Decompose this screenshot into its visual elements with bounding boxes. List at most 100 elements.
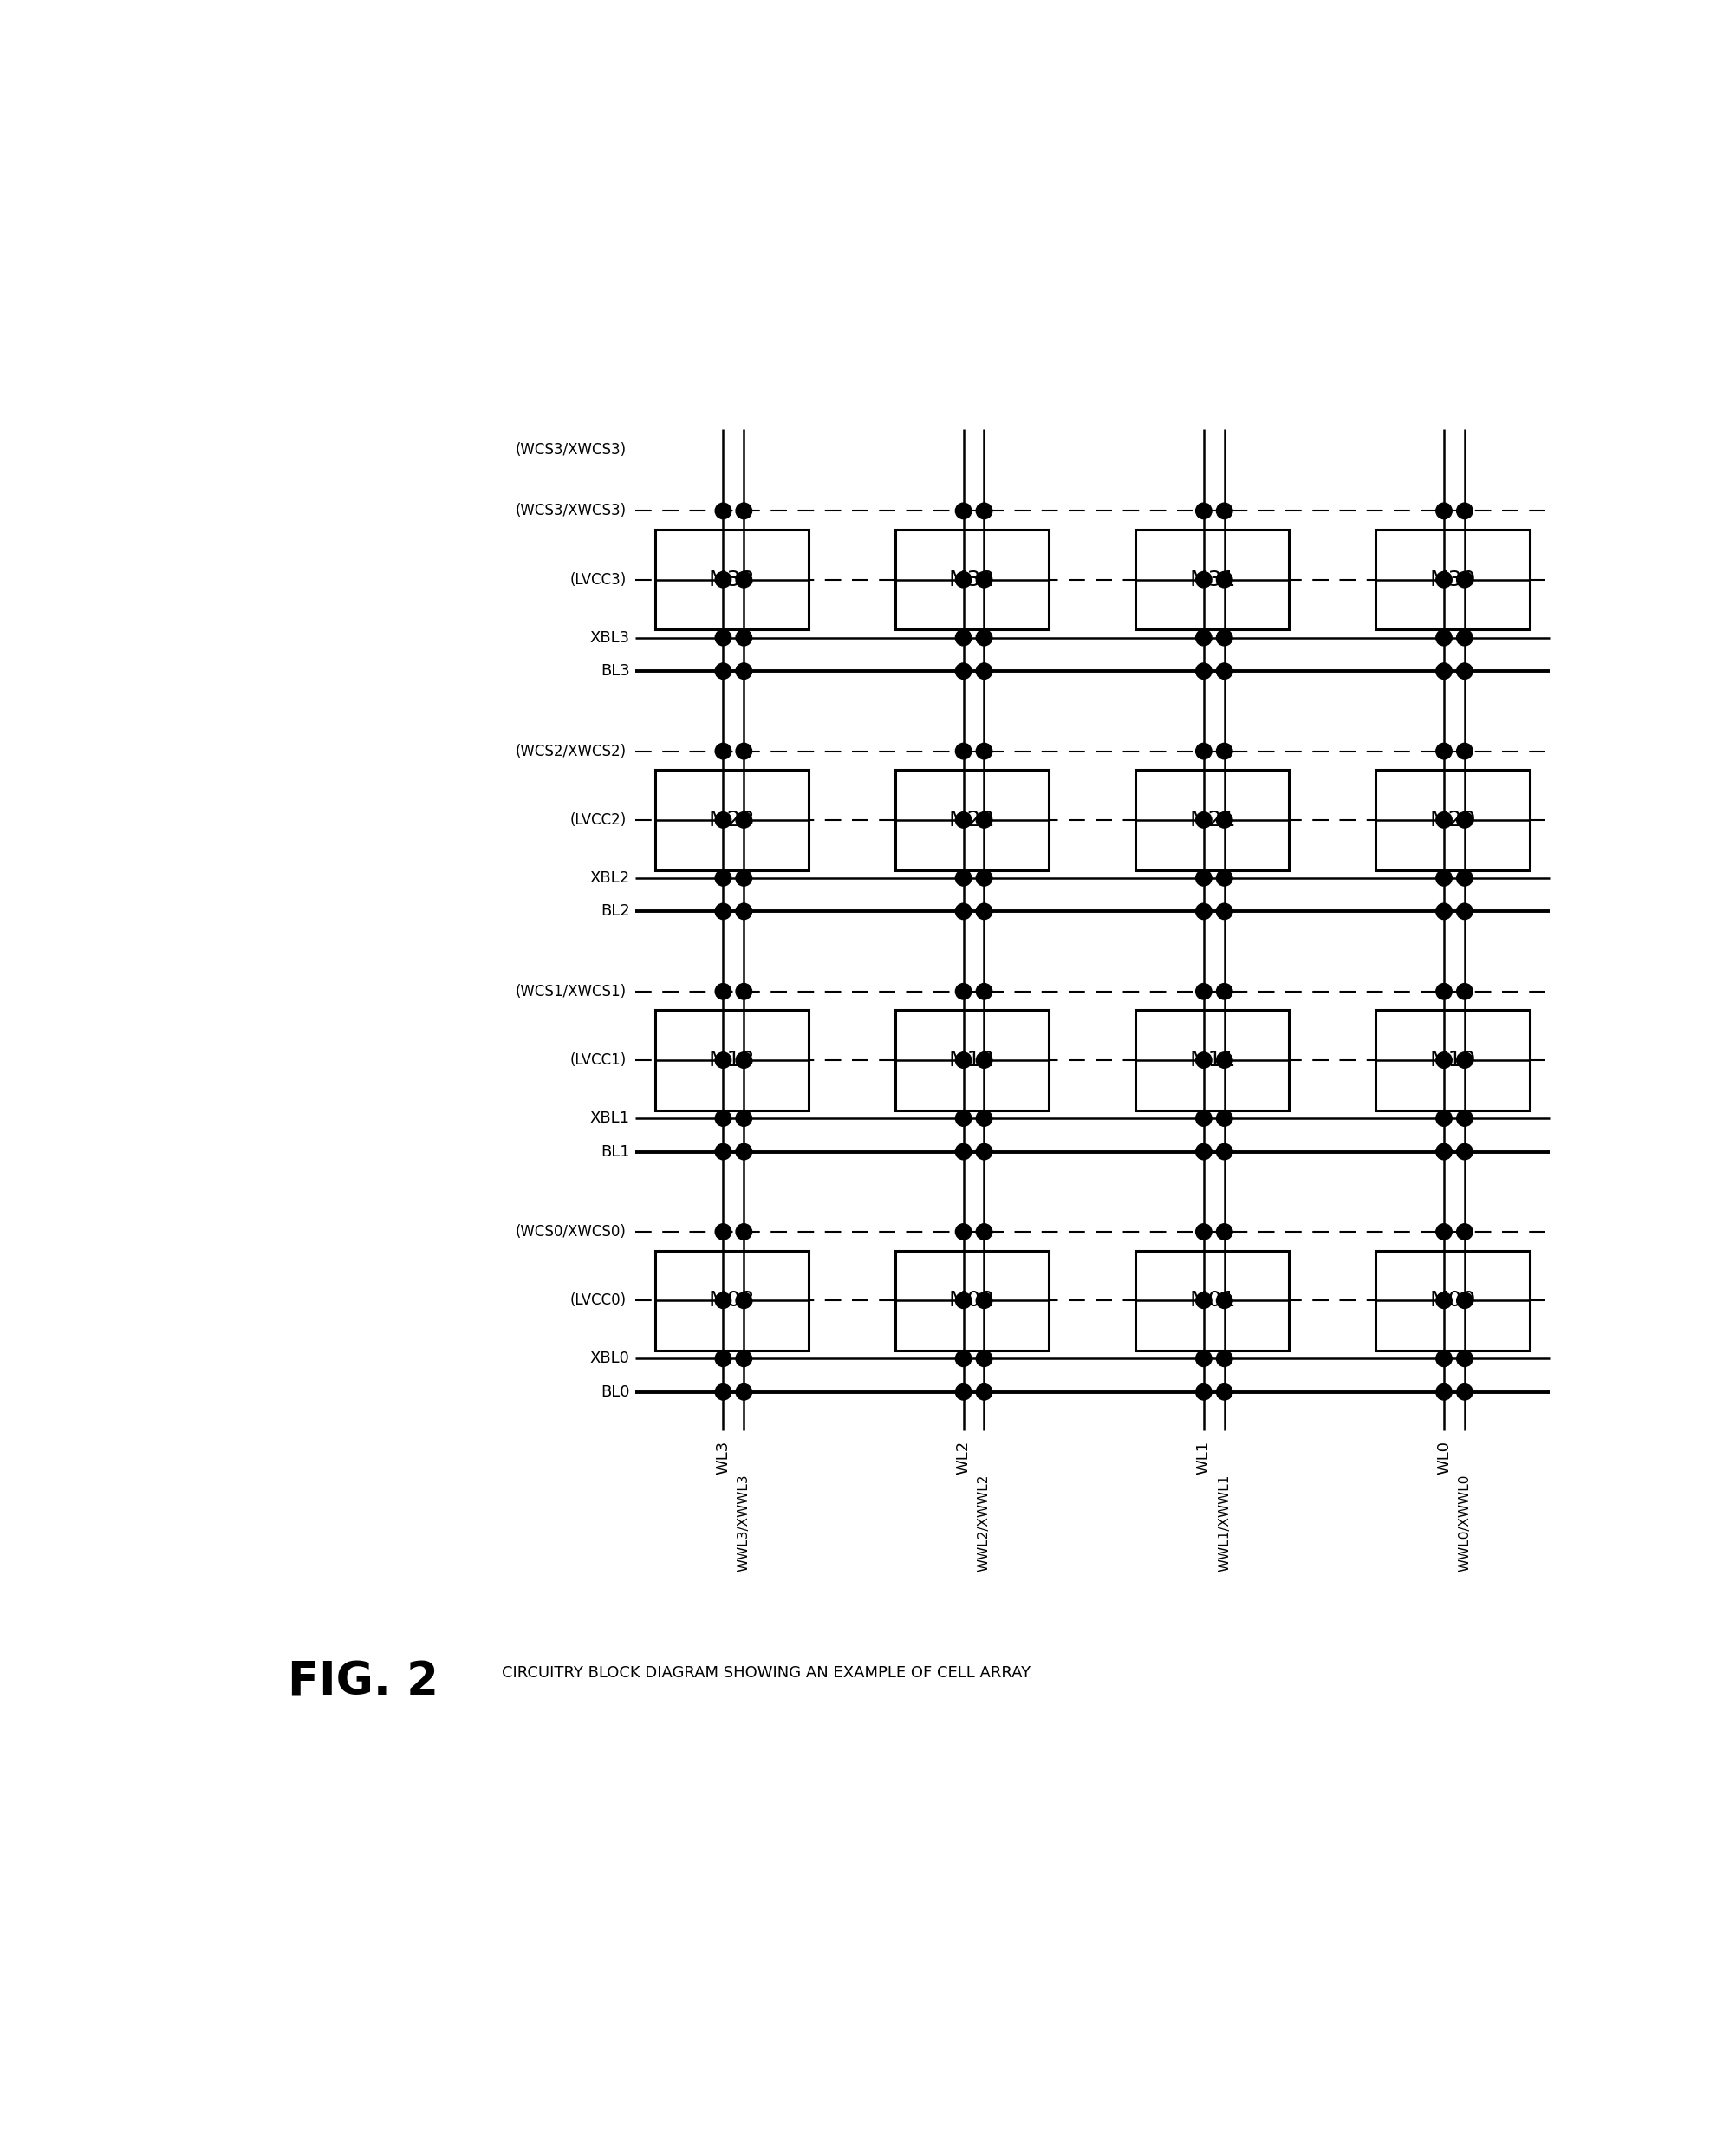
Text: WWL0/XWWL0: WWL0/XWWL0 xyxy=(1458,1474,1470,1571)
Circle shape xyxy=(1217,571,1233,588)
Text: BL2: BL2 xyxy=(601,903,630,920)
Circle shape xyxy=(715,629,731,646)
Circle shape xyxy=(976,812,993,828)
Circle shape xyxy=(1217,903,1233,920)
Text: XBL2: XBL2 xyxy=(590,871,630,886)
Circle shape xyxy=(955,903,972,920)
Text: M13: M13 xyxy=(708,1049,755,1071)
Circle shape xyxy=(1457,629,1472,646)
Text: M11: M11 xyxy=(1189,1049,1236,1071)
Circle shape xyxy=(1457,1110,1472,1127)
Bar xyxy=(896,769,1049,871)
Circle shape xyxy=(715,903,731,920)
Circle shape xyxy=(715,1384,731,1401)
Bar xyxy=(1135,1250,1290,1351)
Text: WL2: WL2 xyxy=(955,1442,970,1474)
Circle shape xyxy=(736,1052,752,1069)
Circle shape xyxy=(736,502,752,519)
Text: BL1: BL1 xyxy=(601,1144,630,1159)
Circle shape xyxy=(715,1293,731,1308)
Circle shape xyxy=(1196,502,1212,519)
Text: FIG. 2: FIG. 2 xyxy=(288,1659,439,1705)
Bar xyxy=(654,1250,809,1351)
Circle shape xyxy=(955,1110,972,1127)
Bar xyxy=(1377,530,1529,629)
Text: M31: M31 xyxy=(1189,569,1236,590)
Circle shape xyxy=(736,812,752,828)
Circle shape xyxy=(1436,1052,1451,1069)
Bar xyxy=(896,1250,1049,1351)
Text: M22: M22 xyxy=(950,810,995,830)
Bar xyxy=(1135,769,1290,871)
Circle shape xyxy=(1436,1144,1451,1159)
Circle shape xyxy=(1196,1384,1212,1401)
Text: WL3: WL3 xyxy=(715,1442,731,1474)
Text: (LVCC1): (LVCC1) xyxy=(569,1052,627,1069)
Circle shape xyxy=(1457,743,1472,759)
Circle shape xyxy=(1436,571,1451,588)
Circle shape xyxy=(955,1351,972,1366)
Text: (LVCC2): (LVCC2) xyxy=(569,812,627,828)
Text: M12: M12 xyxy=(950,1049,995,1071)
Bar xyxy=(1135,1011,1290,1110)
Circle shape xyxy=(1217,1052,1233,1069)
Text: M20: M20 xyxy=(1429,810,1476,830)
Circle shape xyxy=(1217,502,1233,519)
Circle shape xyxy=(1457,571,1472,588)
Circle shape xyxy=(976,1293,993,1308)
Bar xyxy=(896,530,1049,629)
Circle shape xyxy=(715,743,731,759)
Circle shape xyxy=(955,812,972,828)
Circle shape xyxy=(715,871,731,886)
Circle shape xyxy=(715,664,731,679)
Circle shape xyxy=(1217,629,1233,646)
Text: M03: M03 xyxy=(708,1291,755,1310)
Circle shape xyxy=(1436,502,1451,519)
Text: XBL1: XBL1 xyxy=(590,1110,630,1127)
Circle shape xyxy=(715,1144,731,1159)
Text: M01: M01 xyxy=(1189,1291,1236,1310)
Circle shape xyxy=(1217,1110,1233,1127)
Circle shape xyxy=(736,743,752,759)
Circle shape xyxy=(1457,1052,1472,1069)
Circle shape xyxy=(1196,664,1212,679)
Circle shape xyxy=(1457,1293,1472,1308)
Circle shape xyxy=(1196,1144,1212,1159)
Text: M32: M32 xyxy=(950,569,995,590)
Circle shape xyxy=(1436,871,1451,886)
Text: (WCS2/XWCS2): (WCS2/XWCS2) xyxy=(516,743,627,759)
Bar xyxy=(1135,530,1290,629)
Circle shape xyxy=(976,871,993,886)
Circle shape xyxy=(1436,903,1451,920)
Circle shape xyxy=(1217,1384,1233,1401)
Circle shape xyxy=(955,1384,972,1401)
Circle shape xyxy=(1196,983,1212,1000)
Circle shape xyxy=(1457,1384,1472,1401)
Circle shape xyxy=(736,571,752,588)
Circle shape xyxy=(736,983,752,1000)
Text: WWL3/XWWL3: WWL3/XWWL3 xyxy=(738,1474,750,1571)
Circle shape xyxy=(715,571,731,588)
Circle shape xyxy=(715,1224,731,1239)
Circle shape xyxy=(955,1293,972,1308)
Text: (WCS3/XWCS3): (WCS3/XWCS3) xyxy=(516,442,627,457)
Circle shape xyxy=(1196,1110,1212,1127)
Circle shape xyxy=(736,1110,752,1127)
Circle shape xyxy=(1457,664,1472,679)
Circle shape xyxy=(1457,871,1472,886)
Circle shape xyxy=(976,1224,993,1239)
Text: M21: M21 xyxy=(1189,810,1236,830)
Circle shape xyxy=(1436,1351,1451,1366)
Text: WL1: WL1 xyxy=(1196,1442,1212,1474)
Circle shape xyxy=(955,983,972,1000)
Text: BL3: BL3 xyxy=(601,664,630,679)
Text: BL0: BL0 xyxy=(601,1384,630,1401)
Circle shape xyxy=(1217,983,1233,1000)
Circle shape xyxy=(1457,1144,1472,1159)
Text: WWL1/XWWL1: WWL1/XWWL1 xyxy=(1219,1474,1231,1571)
Circle shape xyxy=(1436,1110,1451,1127)
Text: WL0: WL0 xyxy=(1436,1442,1451,1474)
Circle shape xyxy=(1436,629,1451,646)
Circle shape xyxy=(1457,812,1472,828)
Circle shape xyxy=(1196,571,1212,588)
